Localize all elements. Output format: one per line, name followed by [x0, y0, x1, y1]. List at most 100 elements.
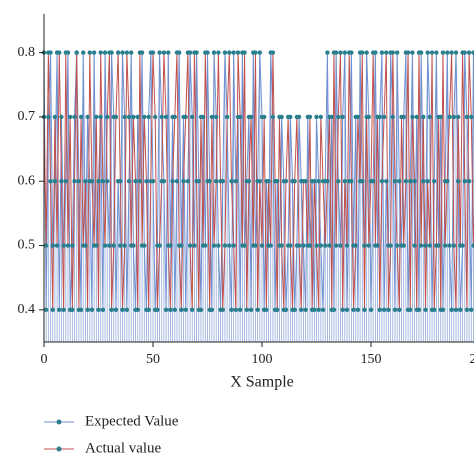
- point-marker: [427, 243, 433, 248]
- point-marker: [342, 179, 348, 184]
- point-marker: [320, 179, 326, 184]
- point-marker: [340, 114, 345, 120]
- point-marker: [360, 50, 365, 55]
- point-marker: [183, 114, 188, 120]
- point-marker: [333, 243, 339, 248]
- y-tick-label: 0.6: [18, 173, 36, 188]
- point-marker: [98, 114, 103, 120]
- point-marker: [355, 307, 361, 313]
- point-marker: [248, 114, 254, 120]
- point-marker: [214, 114, 219, 120]
- point-marker: [170, 179, 175, 184]
- point-marker: [203, 50, 208, 55]
- point-marker: [120, 50, 125, 55]
- point-marker: [229, 179, 234, 184]
- point-marker: [105, 114, 110, 120]
- point-marker: [264, 307, 269, 313]
- point-marker: [59, 114, 64, 120]
- point-marker: [397, 307, 402, 313]
- point-marker: [52, 114, 58, 120]
- point-marker: [414, 307, 419, 313]
- point-marker: [76, 179, 82, 184]
- point-marker: [453, 307, 459, 313]
- point-marker: [238, 114, 243, 120]
- point-marker: [370, 50, 376, 55]
- point-marker: [270, 50, 276, 55]
- point-marker: [336, 114, 341, 120]
- point-marker: [227, 243, 232, 248]
- point-marker: [179, 307, 184, 313]
- point-marker: [227, 50, 232, 55]
- point-marker: [442, 243, 448, 248]
- point-marker: [307, 114, 313, 120]
- point-marker: [209, 114, 215, 120]
- point-marker: [211, 50, 217, 55]
- point-marker: [242, 50, 247, 55]
- point-marker: [159, 114, 164, 120]
- point-marker: [244, 307, 249, 313]
- point-marker: [144, 179, 149, 184]
- point-marker: [253, 50, 258, 55]
- point-marker: [392, 179, 398, 184]
- point-marker: [362, 307, 367, 313]
- point-marker: [292, 179, 297, 184]
- point-marker: [91, 243, 97, 248]
- point-marker: [294, 114, 300, 120]
- point-marker: [102, 243, 108, 248]
- point-marker: [255, 307, 260, 313]
- point-marker: [120, 307, 125, 313]
- point-marker: [438, 307, 443, 313]
- point-marker: [135, 114, 140, 120]
- point-marker: [347, 50, 352, 55]
- point-marker: [366, 243, 372, 248]
- point-marker: [257, 179, 263, 184]
- point-marker: [183, 307, 188, 313]
- point-marker: [283, 179, 289, 184]
- point-marker: [100, 179, 106, 184]
- point-marker: [185, 50, 191, 55]
- point-marker: [137, 179, 143, 184]
- point-marker: [109, 307, 114, 313]
- x-axis-label: X Sample: [230, 374, 294, 391]
- point-marker: [362, 243, 367, 248]
- point-marker: [270, 114, 276, 120]
- point-marker: [394, 50, 400, 55]
- point-marker: [200, 243, 206, 248]
- point-marker: [190, 114, 195, 120]
- point-marker: [233, 179, 239, 184]
- point-marker: [418, 243, 424, 248]
- point-marker: [453, 50, 459, 55]
- point-marker: [259, 243, 265, 248]
- point-marker: [353, 243, 358, 248]
- point-marker: [373, 243, 378, 248]
- point-marker: [220, 307, 225, 313]
- point-marker: [131, 114, 136, 120]
- point-marker: [166, 50, 171, 55]
- point-marker: [100, 307, 106, 313]
- point-marker: [268, 243, 273, 248]
- point-marker: [316, 307, 321, 313]
- point-marker: [325, 50, 330, 55]
- point-marker: [432, 179, 437, 184]
- point-marker: [303, 179, 308, 184]
- point-marker: [222, 50, 228, 55]
- point-marker: [118, 243, 123, 248]
- point-marker: [65, 243, 71, 248]
- point-marker: [403, 179, 409, 184]
- legend-marker: [56, 446, 62, 452]
- point-marker: [349, 179, 354, 184]
- point-marker: [161, 50, 167, 55]
- point-marker: [133, 179, 138, 184]
- point-marker: [194, 179, 199, 184]
- point-marker: [445, 50, 450, 55]
- point-marker: [425, 50, 430, 55]
- point-marker: [157, 50, 162, 55]
- point-marker: [462, 179, 467, 184]
- point-marker: [384, 179, 389, 184]
- point-marker: [469, 307, 474, 313]
- point-marker: [281, 307, 286, 313]
- point-marker: [46, 114, 51, 120]
- point-marker: [314, 114, 319, 120]
- point-marker: [229, 307, 234, 313]
- point-marker: [434, 243, 439, 248]
